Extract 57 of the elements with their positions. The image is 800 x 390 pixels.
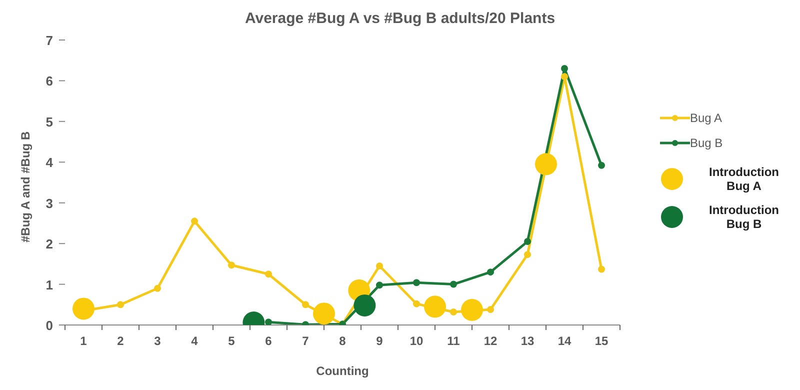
point: [487, 268, 494, 276]
y-axis-title: #Bug A and #Bug B: [18, 131, 32, 242]
legend-label: Introduction Bug B: [708, 203, 780, 231]
point: [450, 280, 457, 288]
x-tick-label: 4: [191, 334, 198, 348]
point: [524, 238, 531, 246]
point: [524, 251, 531, 258]
y-tick-label: 1: [46, 277, 53, 292]
x-tick-label: 11: [447, 334, 460, 348]
point: [413, 279, 420, 286]
point: [265, 270, 272, 278]
y-tick-label: 7: [46, 33, 53, 48]
point: [376, 282, 383, 289]
y-tick-label: 3: [46, 196, 53, 211]
point: [117, 301, 124, 308]
point: [487, 306, 494, 314]
chart-title: Average #Bug A vs #Bug B adults/20 Plants: [244, 10, 556, 27]
point: [598, 162, 605, 169]
x-tick-label: 2: [117, 334, 124, 348]
x-tick-label: 9: [376, 334, 384, 348]
x-tick-label: 8: [339, 334, 346, 348]
point: [450, 308, 457, 316]
x-tick-label: 3: [154, 334, 162, 348]
x-axis-title: Counting: [316, 364, 369, 378]
point: [376, 262, 383, 270]
point: [72, 298, 94, 320]
point: [313, 302, 335, 325]
x-tick-label: 15: [594, 334, 608, 348]
y-tick-label: 5: [46, 114, 53, 130]
point: [424, 296, 446, 318]
x-tick-label: 5: [228, 334, 236, 348]
point: [302, 301, 309, 308]
point: [598, 266, 605, 273]
y-tick-label: 2: [46, 236, 53, 252]
legend-label: Bug A: [690, 110, 722, 124]
point: [535, 153, 557, 176]
point: [413, 300, 420, 308]
x-tick-label: 10: [410, 334, 424, 348]
x-tick-label: 6: [265, 334, 272, 348]
legend-label: Bug B: [690, 136, 723, 150]
point: [191, 218, 198, 225]
x-tick-label: 12: [484, 334, 498, 348]
point: [461, 298, 483, 321]
point: [228, 262, 235, 269]
y-tick-label: 4: [46, 155, 54, 170]
x-tick-label: 14: [558, 334, 572, 348]
point: [561, 65, 568, 72]
x-tick-label: 7: [302, 334, 310, 348]
point: [154, 284, 161, 292]
point: [265, 318, 272, 325]
y-tick-label: 6: [46, 74, 53, 89]
y-tick-label: 0: [46, 318, 53, 333]
x-tick-label: 13: [520, 334, 534, 348]
legend-label: Introduction Bug A: [708, 165, 780, 193]
point: [354, 294, 376, 316]
x-tick-label: 1: [80, 334, 88, 348]
point: [561, 73, 568, 80]
